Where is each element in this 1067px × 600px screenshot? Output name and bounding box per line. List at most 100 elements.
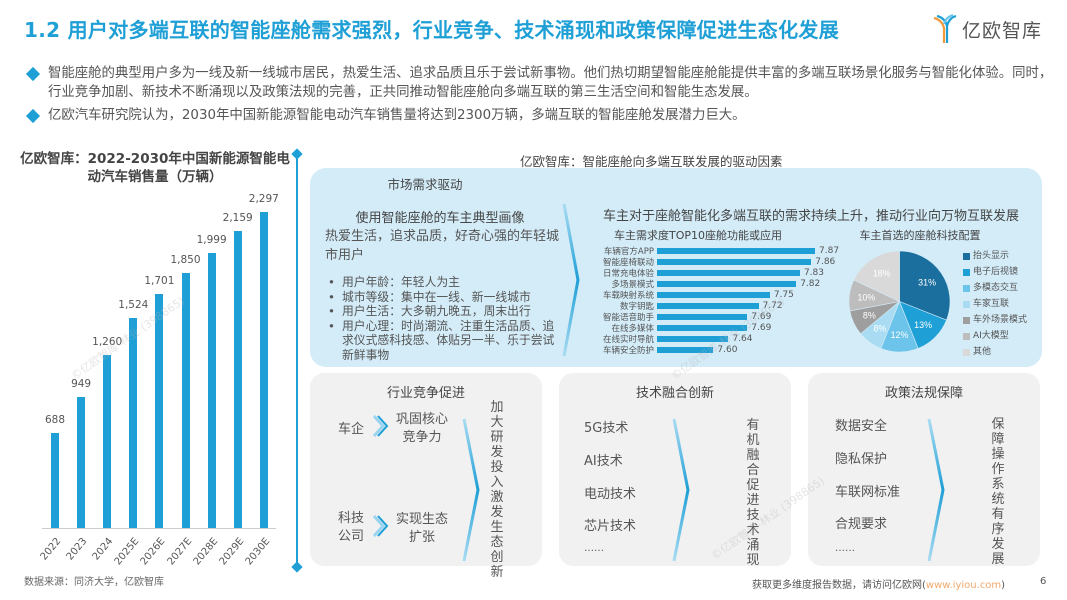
tech-card: 技术融合创新 — [559, 373, 791, 566]
hbar-label: 车载映射系统 — [602, 290, 654, 301]
persona-point: 用户心理：时尚潮流、注重生活品质、追求仪式感科技感、体贴另一半、乐于尝试新鲜事物 — [325, 319, 565, 363]
bar — [207, 252, 216, 528]
demand-statement: 车主对于座舱智能化多端互联的需求持续上升，推动行业向万物互联发展 — [602, 209, 1019, 224]
hbar-value: 7.83 — [803, 267, 824, 278]
hbar-label: 在线多媒体 — [611, 324, 654, 335]
diamond-bullet-icon — [25, 66, 41, 82]
section-divider — [296, 150, 298, 568]
legend-swatch-icon — [963, 252, 970, 260]
pie-percent-label: 8% — [873, 323, 886, 333]
hbar-row: 智能座椅联动 7.86 — [595, 256, 836, 268]
bullet-text: 智能座舱的典型用户多为一线及新一线城市居民，热爱生活、追求品质且乐于尝试新事物。… — [48, 66, 1053, 100]
legend-label: 抬头显示 — [973, 251, 1010, 261]
actor-label: 车企 — [338, 422, 365, 437]
config-pie-chart: 31% 13% 12% 8% 8% 10% 18% — [848, 250, 951, 353]
legend-swatch-icon — [963, 268, 970, 276]
bar-value-label: 949 — [71, 378, 92, 391]
policy-conclusion: 保障操作系统有序发展 — [991, 417, 1005, 567]
hbar-value: 7.87 — [819, 245, 840, 256]
policy-card: 政策法规保障 — [808, 373, 1040, 566]
actor-label: 科技公司 — [338, 511, 365, 544]
summary-bullets: 智能座舱的典型用户多为一线及新一线城市居民，热爱生活、追求品质且乐于尝试新事物。… — [24, 64, 1054, 129]
hbar-value: 7.86 — [815, 256, 836, 267]
pie-percent-label: 18% — [873, 268, 891, 278]
hbar-value: 7.75 — [773, 289, 794, 300]
pie-slice — [853, 250, 900, 302]
hbar-value: 7.82 — [800, 278, 821, 289]
hbar-value: 7.69 — [751, 323, 772, 334]
bar — [259, 212, 268, 528]
bar — [155, 293, 164, 528]
hbar-label: 数字钥匙 — [619, 302, 654, 312]
x-axis-line — [42, 528, 276, 529]
industry-conclusion: 加大研发投入激发生态创新 — [490, 400, 504, 580]
legend-item: 电子后视镜 — [963, 264, 1027, 280]
hbar — [657, 325, 748, 332]
bar-value-label: 1,524 — [118, 299, 149, 312]
bullet-item: 亿欧汽车研究院认为，2030年中国新能源智能电动汽车销售量将达到2300万辆，多… — [24, 106, 1054, 125]
bar-value-label: 688 — [44, 414, 66, 427]
hbar-label: 智能语音助手 — [602, 313, 654, 324]
hbar-value: 7.69 — [751, 312, 772, 323]
legend-label: 多模态交互 — [973, 283, 1019, 293]
legend-item: 多模态交互 — [963, 280, 1027, 296]
bar-value-label: 2,297 — [248, 193, 279, 205]
legend-swatch-icon — [963, 348, 970, 356]
website-link[interactable]: www.iyiou.com — [925, 580, 1002, 591]
pie-percent-label: 31% — [918, 278, 936, 288]
hbar-row: 车辆安全防护 7.60 — [595, 345, 737, 356]
double-chevron-icon — [372, 414, 389, 438]
persona-point: 用户生活：大多朝九晚五，周末出行 — [325, 304, 565, 319]
hbar-label: 在线实时导航 — [602, 335, 654, 346]
chevron-right-icon — [672, 418, 690, 562]
diamond-bullet-icon — [25, 108, 41, 124]
hbar-label: 智能座椅联动 — [602, 257, 654, 268]
hbar-row: 多场景模式 7.82 — [595, 278, 821, 290]
bar-value-label: 2,159 — [222, 211, 253, 224]
legend-swatch-icon — [963, 332, 970, 340]
pie-legend: 抬头显示 电子后视镜 多模态交互 车家互联 车外场景模式 AI大模型 其他 — [963, 248, 1027, 360]
hbar-label: 日常充电体验 — [602, 268, 654, 279]
card-title: 行业竞争促进 — [386, 386, 465, 401]
industry-card: 行业竞争促进 — [310, 373, 542, 566]
hbar-row: 智能语音助手 7.69 — [595, 312, 771, 323]
hbar — [657, 347, 714, 354]
hbar-row: 在线实时导航 7.64 — [595, 334, 753, 345]
pie-percent-label: 10% — [858, 292, 876, 302]
bar — [129, 318, 138, 528]
legend-label: AI大模型 — [973, 331, 1009, 341]
policy-item: 合规要求 — [835, 517, 888, 532]
persona-point: 用户年龄：年轻人为主 — [325, 275, 565, 290]
hbar-label: 车辆安全防护 — [602, 346, 654, 357]
chevron-right-icon — [462, 418, 480, 562]
legend-item: AI大模型 — [963, 328, 1027, 344]
policy-item: 车联网标准 — [835, 485, 901, 500]
footer-text: ) — [1001, 580, 1006, 591]
tech-item: …… — [584, 543, 604, 554]
hbar-row: 日常充电体验 7.83 — [595, 267, 824, 279]
persona-title: 使用智能座舱的车主典型画像 — [355, 211, 525, 226]
persona-point: 城市等级：集中在一线、新一线城市 — [325, 290, 565, 305]
legend-swatch-icon — [963, 316, 970, 324]
bar-value-label: 1,999 — [196, 233, 227, 246]
bullet-item: 智能座舱的典型用户多为一线及新一线城市居民，热爱生活、追求品质且乐于尝试新事物。… — [24, 64, 1054, 102]
hbar-value: 7.60 — [717, 345, 738, 356]
logo-text: 亿欧智库 — [962, 19, 1043, 42]
legend-label: 其他 — [973, 347, 992, 357]
hbar — [657, 269, 800, 276]
divider-dot-icon — [291, 148, 303, 160]
result-label: 巩固核心竞争力 — [395, 412, 448, 445]
card-title: 政策法规保障 — [884, 386, 963, 401]
tech-conclusion: 有机融合促进技术涌现 — [746, 418, 760, 568]
tech-item: AI技术 — [584, 454, 623, 469]
result-label: 实现生态扩张 — [395, 512, 448, 545]
footer-text: 获取更多维度报告数据，请访问亿欧网( — [752, 580, 926, 591]
hbar — [657, 291, 770, 298]
data-source: 数据来源：同济大学，亿欧智库 — [24, 577, 164, 588]
bar-value-label: 1,701 — [144, 274, 175, 287]
legend-item: 抬头显示 — [963, 248, 1027, 264]
legend-item: 车外场景模式 — [963, 312, 1027, 328]
pie-percent-label: 12% — [891, 330, 909, 340]
hbar-row: 数字钥匙 7.72 — [595, 301, 783, 312]
pie-slice — [899, 250, 951, 321]
